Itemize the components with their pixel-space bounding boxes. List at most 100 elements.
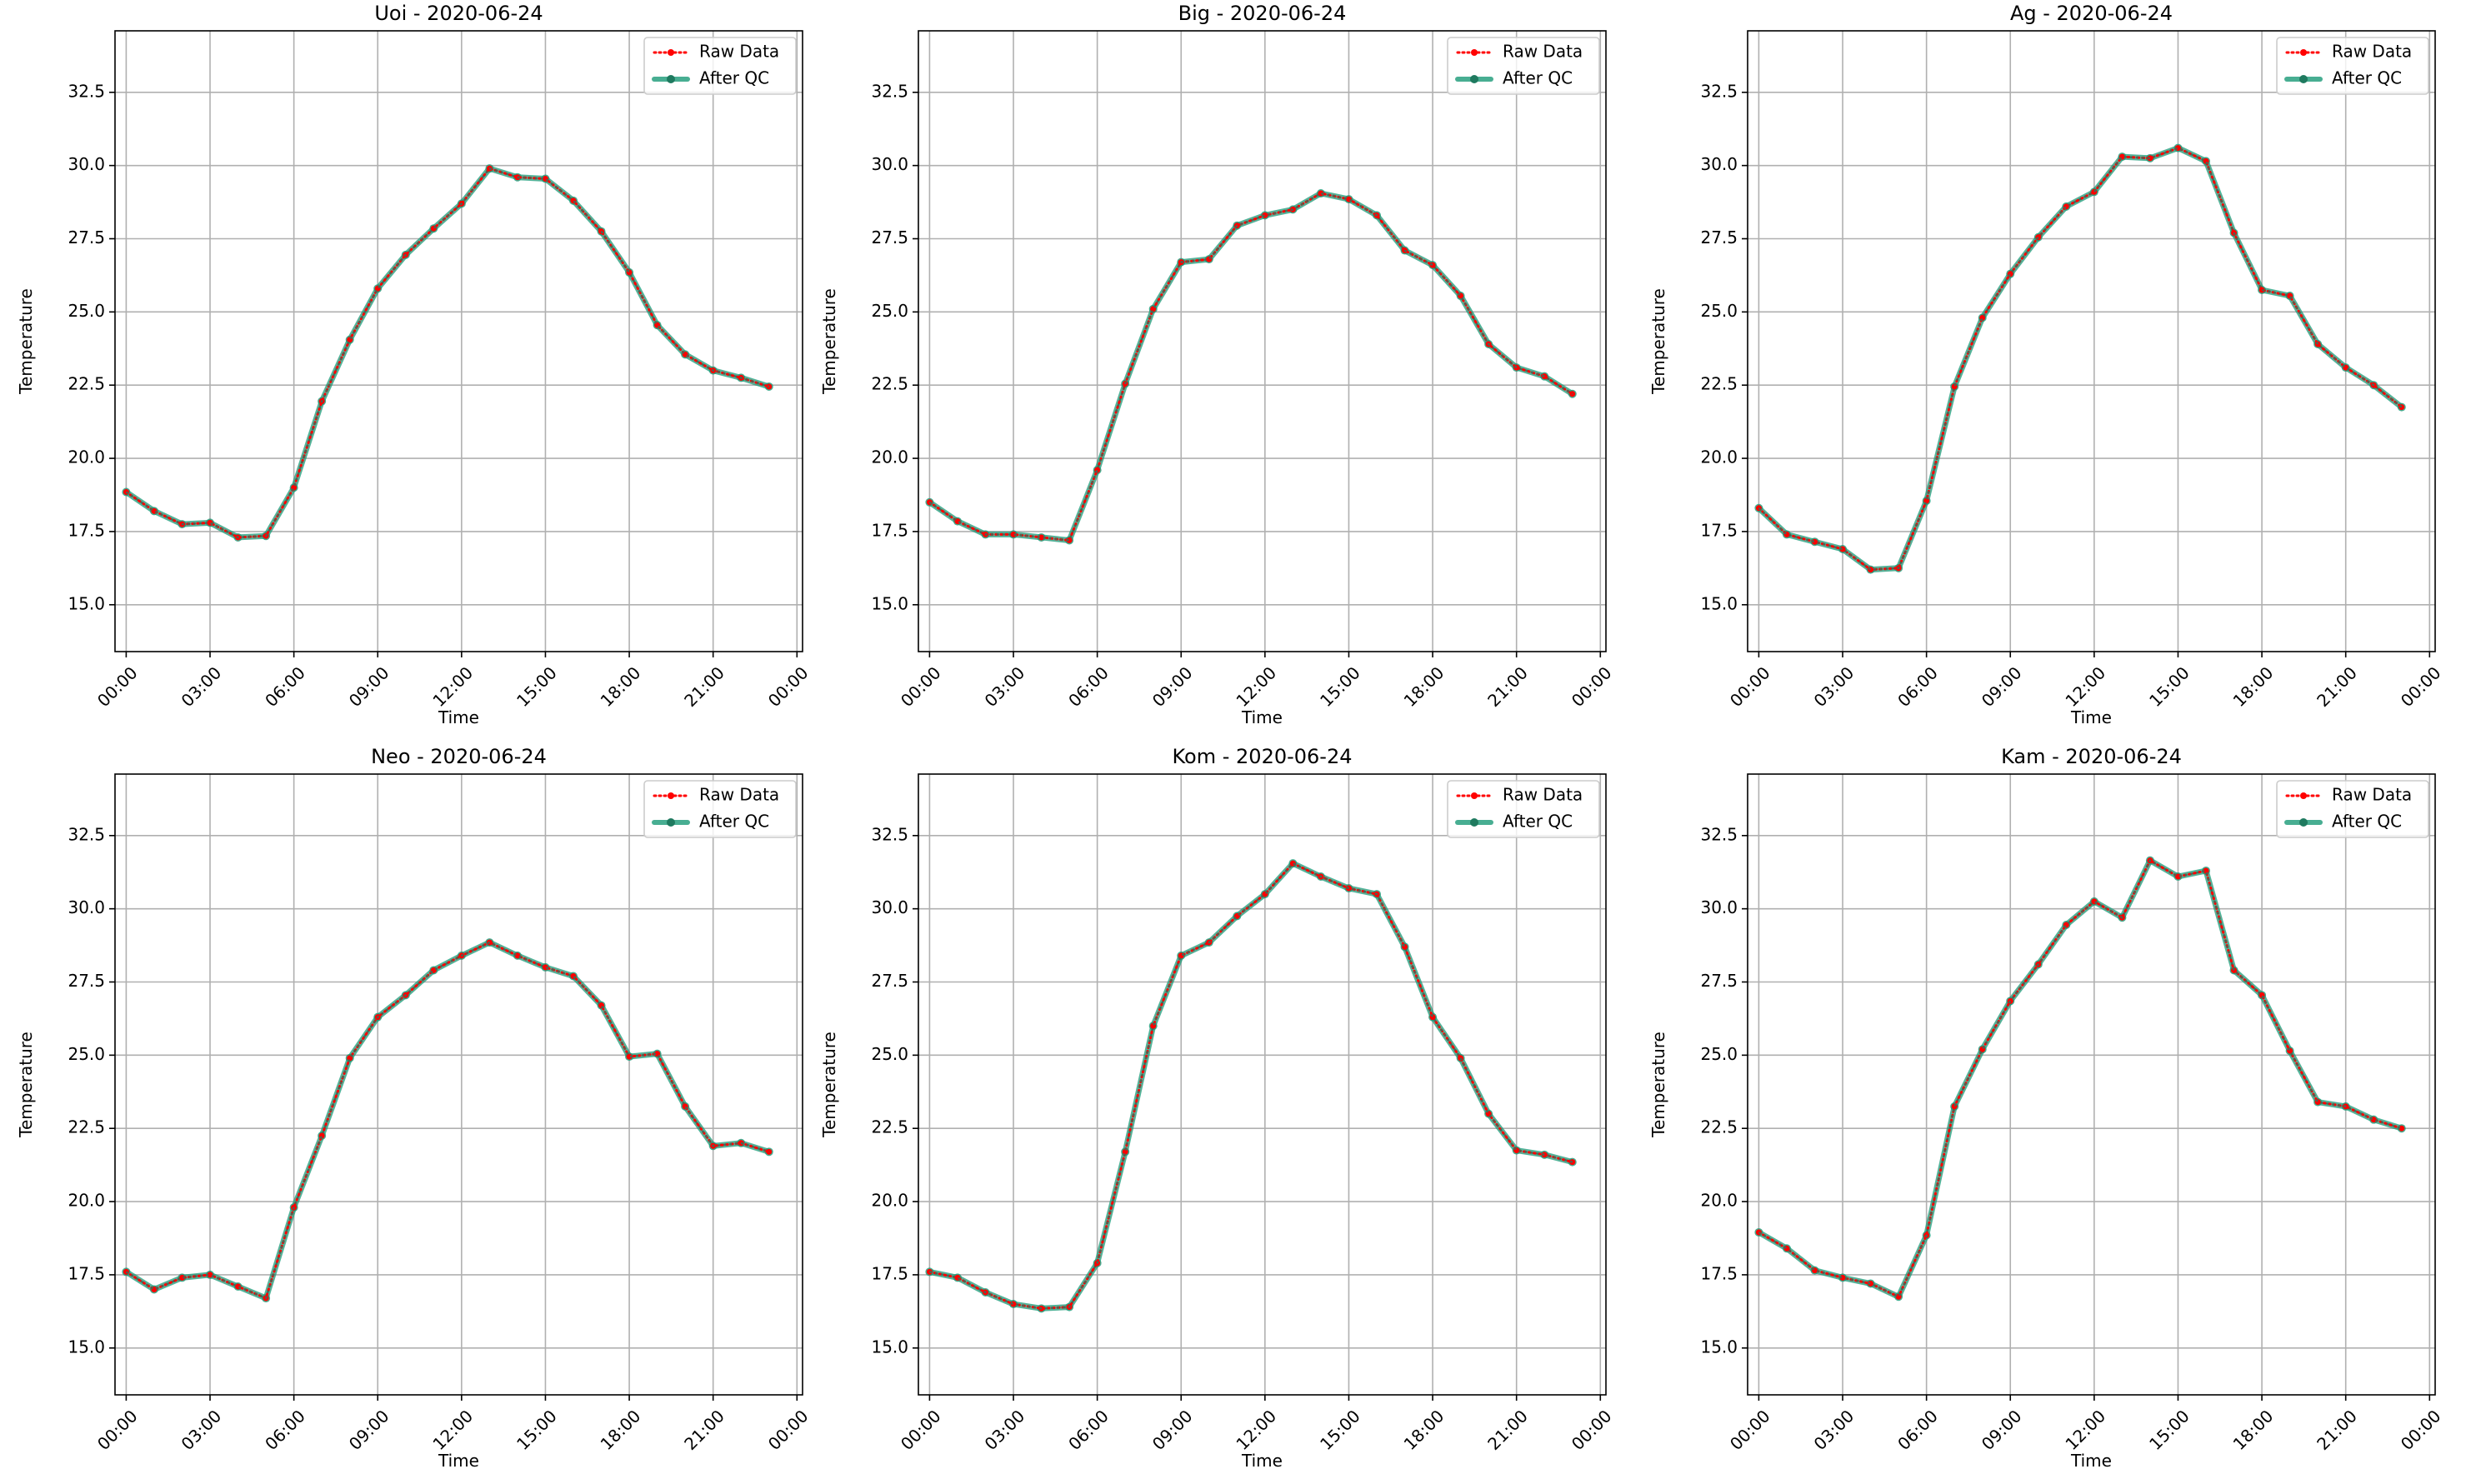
y-tick-label: 32.5 (871, 824, 908, 844)
chart-panel-2: 00:00 03:00 06:00 09:00 12:00 15:00 18:00 21:00… (819, 2, 1616, 727)
axes-frame (918, 773, 1607, 1396)
series-line-raw-data (124, 941, 771, 1301)
x-tick-label: 15:00 (2145, 662, 2193, 711)
overlap-line (928, 192, 1573, 542)
axes-frame (1747, 773, 2436, 1396)
legend-raw-data-marker (2300, 792, 2307, 799)
raw-data-point (178, 1274, 185, 1281)
x-tick-label: 21:00 (2313, 1406, 2361, 1454)
y-tick-label: 17.5 (68, 520, 105, 540)
series-line-raw-data (928, 192, 1574, 542)
x-tick-label: 00:00 (1726, 1406, 1774, 1454)
overlap-line (125, 941, 770, 1300)
x-tick-label: 03:00 (981, 1406, 1029, 1454)
series-line-after-qc (123, 939, 773, 1302)
y-axis-label: Temperature (1648, 288, 1668, 395)
legend-raw-data-label: Raw Data (2332, 42, 2412, 62)
axes-frame (1747, 30, 2436, 652)
series-line-raw-data (1757, 146, 2403, 572)
axes-frame (114, 30, 803, 652)
x-tick-label: 21:00 (1483, 662, 1532, 711)
x-tick-label: 00:00 (1568, 1406, 1616, 1454)
legend-raw-data-label: Raw Data (699, 42, 779, 62)
y-tick-label: 22.5 (1700, 1117, 1738, 1137)
y-tick-label: 20.0 (68, 1191, 105, 1211)
legend-raw-data-marker (1471, 49, 1478, 56)
y-tick-label: 17.5 (871, 1263, 908, 1283)
chart-panel-5: 00:00 03:00 06:00 09:00 12:00 15:00 18:00 21:00… (819, 745, 1616, 1471)
y-tick-label: 25.0 (871, 1044, 908, 1064)
series-line-raw-data (928, 862, 1574, 1310)
y-tick-label: 32.5 (1700, 824, 1738, 844)
overlap-line (1758, 858, 2403, 1298)
y-tick-label: 32.5 (68, 81, 105, 101)
raw-data-point (1868, 1280, 1874, 1287)
y-tick-label: 27.5 (871, 971, 908, 991)
y-tick-label: 15.0 (68, 1337, 105, 1357)
y-tick-label: 15.0 (1700, 1337, 1738, 1357)
y-tick-label: 22.5 (68, 374, 105, 394)
axes-frame (918, 30, 1607, 652)
series-line-after-qc (123, 165, 773, 541)
x-tick-label: 09:00 (1148, 662, 1197, 711)
x-tick-label: 15:00 (2145, 1406, 2193, 1454)
legend-after-qc-marker (667, 75, 675, 83)
x-tick-label: 09:00 (345, 662, 393, 711)
x-tick-label: 21:00 (1483, 1406, 1532, 1454)
raw-data-point (2091, 188, 2098, 195)
y-tick-label: 25.0 (68, 301, 105, 321)
y-tick-label: 25.0 (871, 301, 908, 321)
y-tick-label: 25.0 (1700, 1044, 1738, 1064)
legend-after-qc-marker (2299, 75, 2308, 83)
y-axis-label: Temperature (819, 288, 839, 395)
y-tick-label: 27.5 (68, 971, 105, 991)
x-tick-label: 09:00 (345, 1406, 393, 1454)
x-tick-label: 06:00 (1893, 1406, 1942, 1454)
raw-data-point (926, 499, 933, 506)
y-tick-label: 32.5 (871, 81, 908, 101)
chart-title: Big - 2020-06-24 (1178, 2, 1347, 25)
chart-title: Uoi - 2020-06-24 (374, 2, 543, 25)
series-line-after-qc (926, 190, 1576, 543)
y-tick-label: 30.0 (1700, 897, 1738, 917)
chart-panel-1: 00:00 03:00 06:00 09:00 12:00 15:00 18:00 21:00… (16, 2, 813, 727)
y-tick-label: 27.5 (68, 227, 105, 247)
chart-title: Ag - 2020-06-24 (2010, 2, 2173, 25)
x-tick-label: 00:00 (93, 1406, 142, 1454)
y-tick-label: 27.5 (871, 227, 908, 247)
y-tick-label: 22.5 (871, 374, 908, 394)
axes-frame (114, 773, 803, 1396)
series-line-raw-data (124, 167, 771, 539)
y-tick-label: 27.5 (1700, 971, 1738, 991)
x-tick-label: 00:00 (2397, 662, 2445, 711)
y-axis-label: Temperature (16, 288, 36, 395)
x-tick-label: 21:00 (680, 662, 728, 711)
legend-after-qc-label: After QC (1503, 812, 1573, 832)
y-tick-label: 27.5 (1700, 227, 1738, 247)
series-line-raw-data (1757, 858, 2403, 1299)
legend: Raw Data After QC (643, 780, 797, 838)
y-tick-label: 20.0 (68, 447, 105, 467)
x-tick-label: 03:00 (1810, 1406, 1858, 1454)
x-tick-label: 06:00 (261, 662, 309, 711)
raw-data-point (2258, 287, 2265, 293)
x-tick-label: 18:00 (2229, 1406, 2278, 1454)
x-tick-label: 06:00 (1893, 662, 1942, 711)
x-tick-label: 06:00 (1064, 1406, 1113, 1454)
x-tick-label: 18:00 (597, 1406, 645, 1454)
x-tick-label: 00:00 (1726, 662, 1774, 711)
series-line-after-qc (926, 860, 1576, 1312)
overlap-line (1758, 147, 2403, 571)
legend: Raw Data After QC (2276, 37, 2429, 95)
chart-panel-6: 00:00 03:00 06:00 09:00 12:00 15:00 18:00 21:00… (1648, 745, 2445, 1471)
raw-data-point (1010, 531, 1017, 537)
y-tick-label: 30.0 (68, 154, 105, 174)
y-tick-label: 20.0 (1700, 447, 1738, 467)
legend-raw-data-marker (2300, 49, 2307, 56)
legend-after-qc-label: After QC (2332, 68, 2402, 88)
x-axis-label: Time (1241, 1451, 1283, 1471)
raw-data-point (2174, 873, 2181, 880)
raw-data-point (2035, 234, 2042, 241)
legend: Raw Data After QC (2276, 780, 2429, 838)
legend-raw-data-marker (1471, 792, 1478, 799)
